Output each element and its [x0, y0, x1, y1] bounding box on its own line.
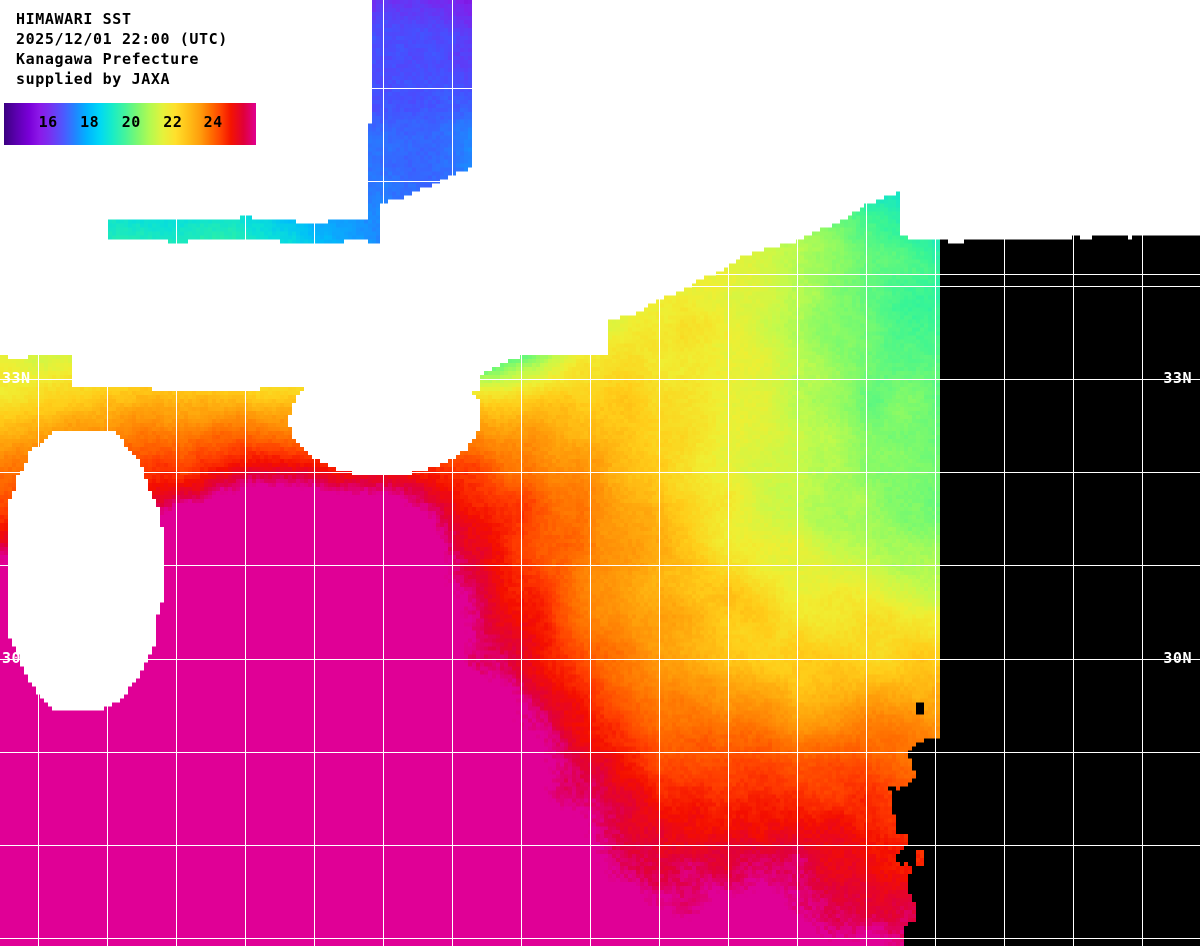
- latitude-label-30N-left: 30N: [2, 649, 31, 667]
- colorbar-tick-24: 24: [203, 113, 223, 131]
- colorbar-tick-16: 16: [38, 113, 58, 131]
- colorbar-tick-labels: 16 18 20 22 24: [4, 103, 256, 145]
- product-region: Kanagawa Prefecture: [16, 50, 199, 68]
- product-datetime: 2025/12/01 22:00 (UTC): [16, 30, 228, 48]
- latitude-label-33N-right: 33N: [1163, 369, 1192, 387]
- product-credit: supplied by JAXA: [16, 70, 171, 88]
- latitude-label-30N-right: 30N: [1163, 649, 1192, 667]
- longitude-label-136E: 136E: [486, 6, 504, 45]
- colorbar-gradient-strip: [4, 103, 256, 145]
- sst-colorbar: 16 18 20 22 24: [4, 103, 256, 145]
- colorbar-tick-22: 22: [163, 113, 183, 131]
- latitude-label-36N-right: 36N: [1163, 78, 1192, 96]
- colorbar-tick-18: 18: [80, 113, 100, 131]
- latitude-label-33N-left: 33N: [2, 369, 31, 387]
- product-title: HIMAWARI SST: [16, 10, 132, 28]
- title-info-panel: HIMAWARI SST 2025/12/01 22:00 (UTC) Kana…: [4, 4, 297, 92]
- colorbar-tick-20: 20: [121, 113, 141, 131]
- longitude-label-144E: 144E: [1124, 6, 1142, 45]
